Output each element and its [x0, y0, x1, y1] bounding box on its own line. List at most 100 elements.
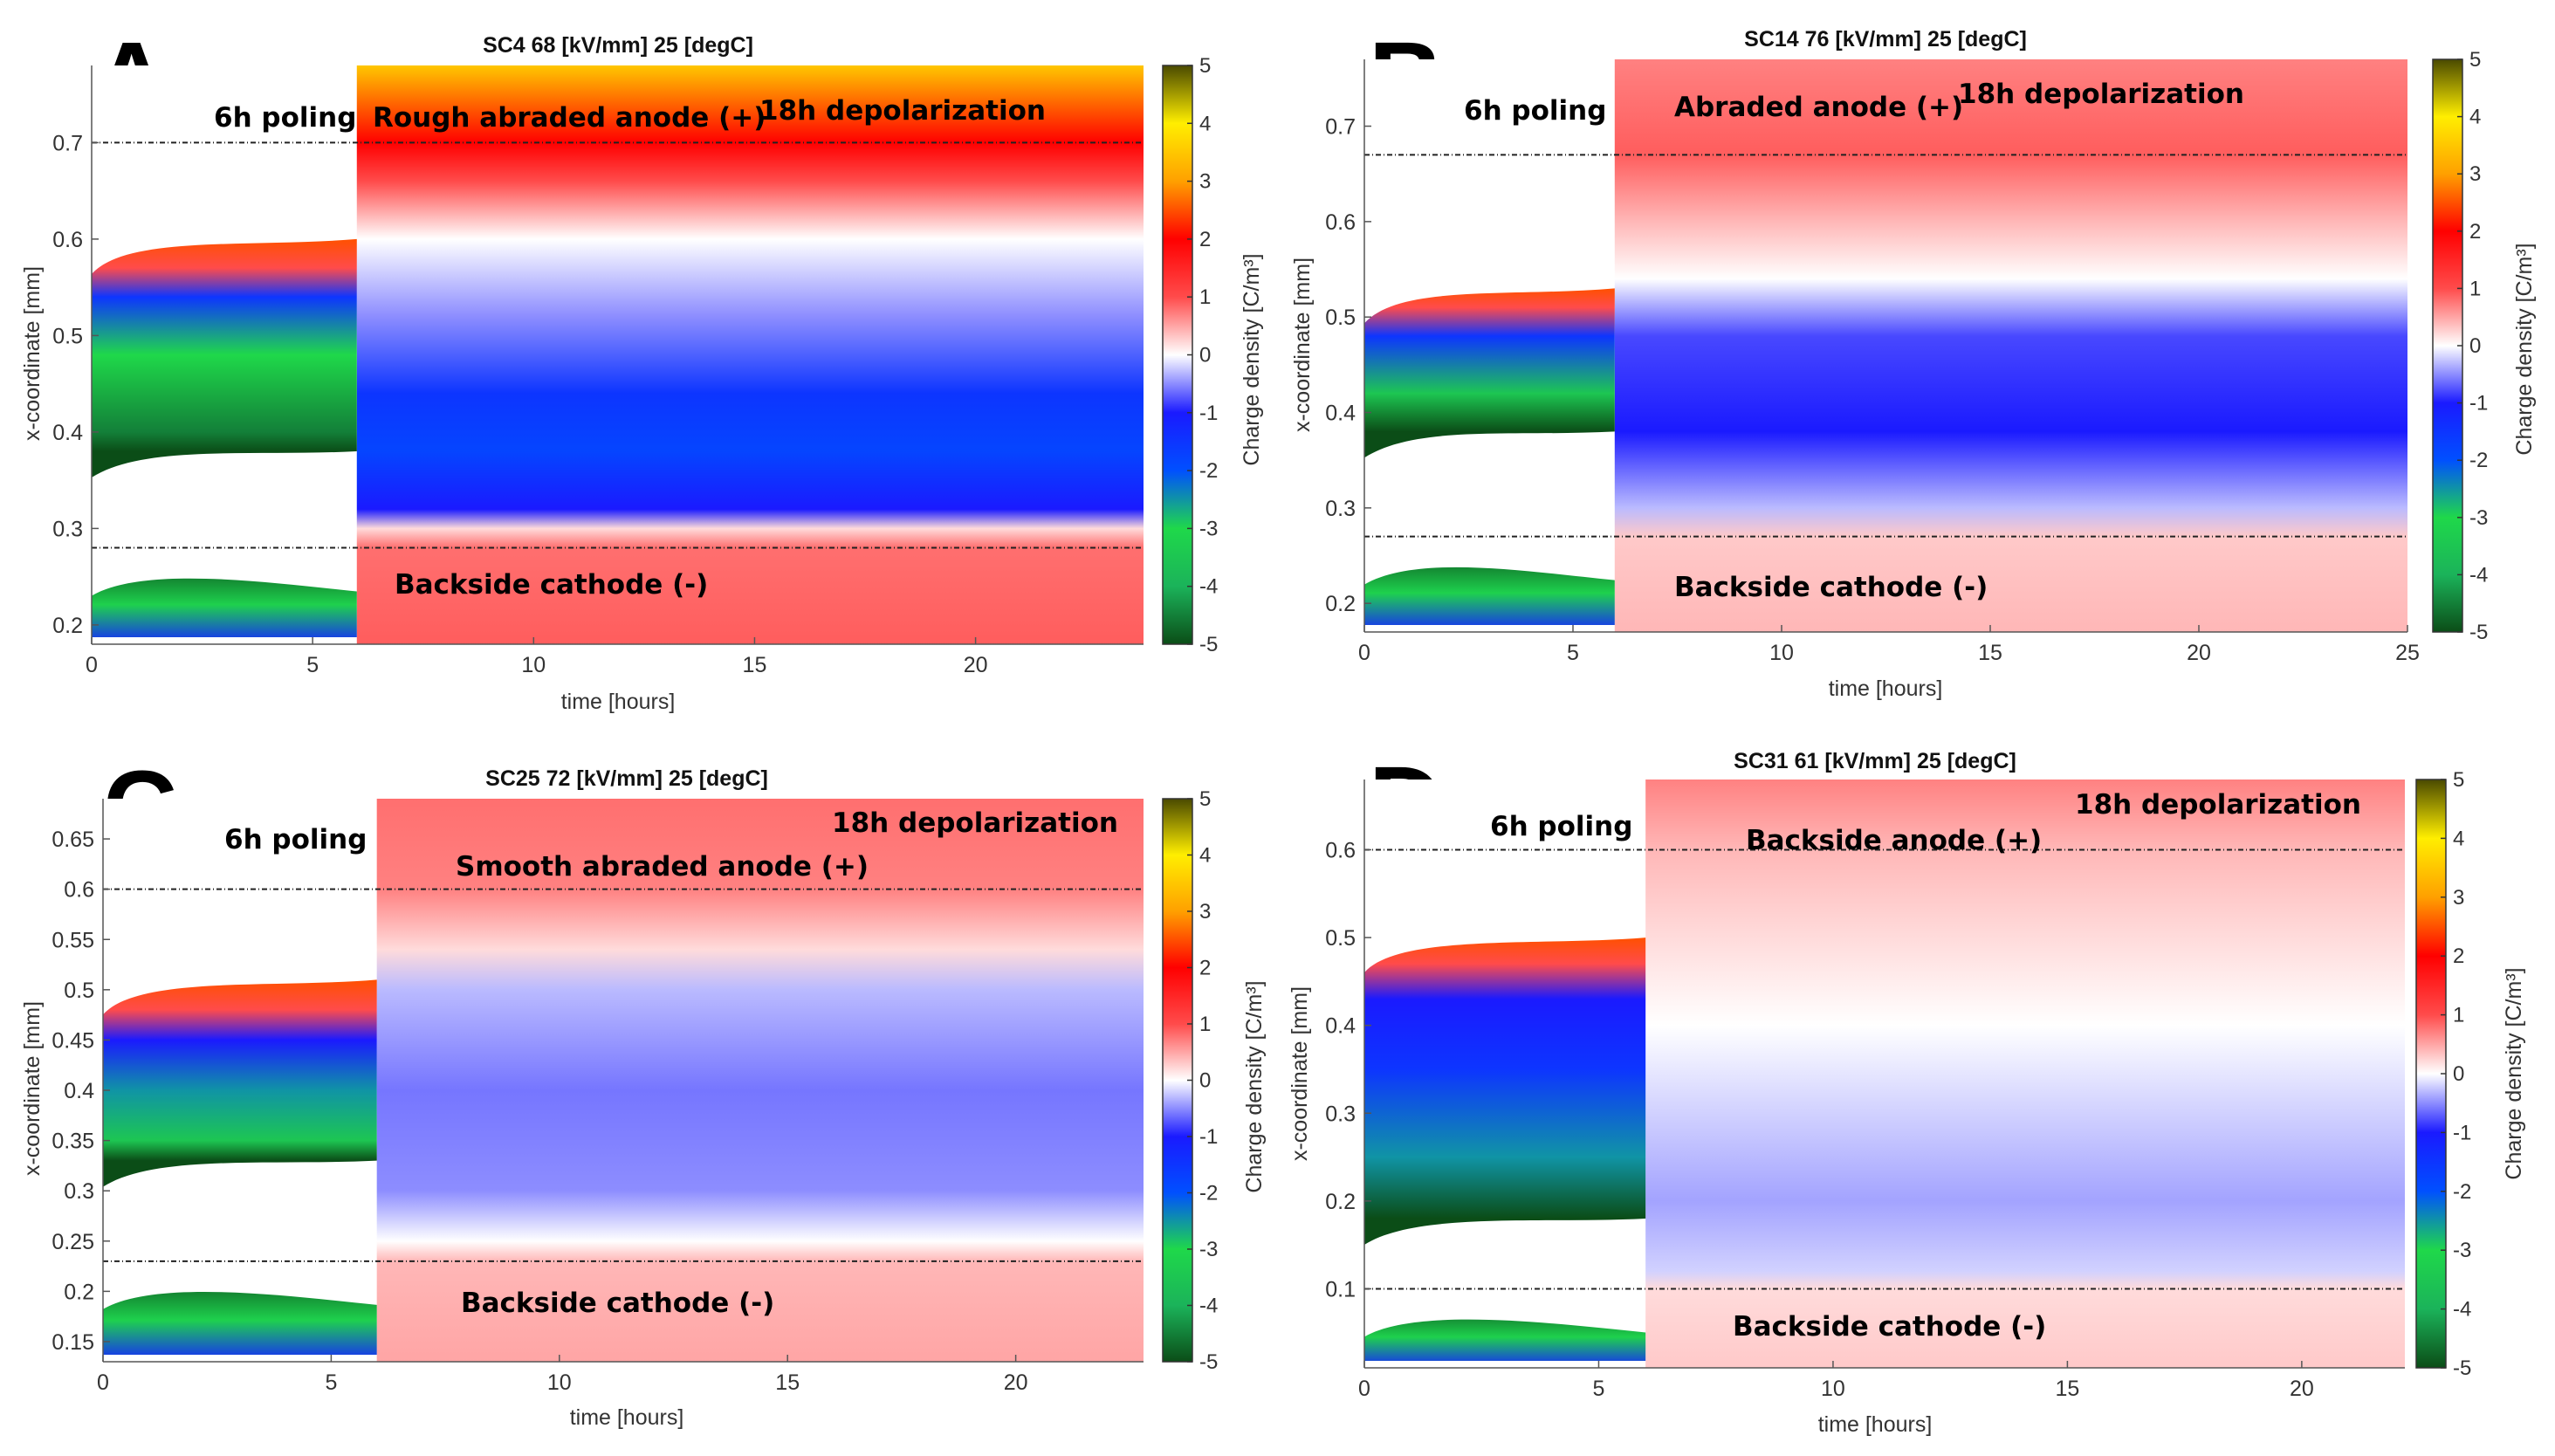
colorbar-tick-label: -3	[1199, 517, 1218, 540]
y-tick-label: 0.3	[52, 517, 83, 541]
cathode-charge-band	[92, 578, 357, 637]
x-tick-label: 20	[2187, 641, 2211, 665]
y-tick-label: 0.4	[64, 1079, 94, 1103]
x-tick-label: 10	[1769, 641, 1794, 665]
colorbar-tick-label: 0	[2469, 334, 2481, 358]
plot-area: 0 5 10 15 20 25 0.2 0.3 0.4 0.5 0.6 0.7	[1325, 59, 2420, 665]
panel-title: SC4 68 [kV/mm] 25 [degC]	[483, 33, 753, 58]
colorbar-tick-label: 0	[1199, 1069, 1211, 1093]
y-tick-label: 0.2	[64, 1280, 94, 1304]
colorbar-tick-label: 0	[2453, 1062, 2464, 1086]
depolarization-heatmap	[1645, 780, 2405, 1368]
colorbar-tick-label: 2	[1199, 228, 1211, 251]
colorbar-tick-label: 4	[1199, 112, 1211, 135]
colorbar-label: Charge density [C/m³]	[2502, 967, 2526, 1179]
panel-a: A SC4 68 [kV/mm] 25 [degC] 051015200.20.…	[20, 21, 1264, 714]
colorbar-label: Charge density [C/m³]	[2512, 243, 2537, 455]
colorbar-tick-label: 2	[1199, 957, 1211, 980]
y-tick-label: 0.3	[64, 1179, 94, 1204]
y-tick-label: 0.4	[1325, 402, 1356, 426]
colorbar-tick-label: 1	[2453, 1004, 2464, 1027]
x-axis-label: time [hours]	[1818, 1412, 1933, 1437]
colorbar-tick-label: -2	[1199, 1182, 1218, 1205]
y-tick-label: 0.6	[64, 878, 94, 903]
x-tick-label: 15	[1978, 641, 2002, 665]
poling-charge-band	[92, 238, 357, 477]
y-tick-label: 0.5	[1325, 926, 1356, 951]
colorbar: 5 4 3 2 1 0 -1 -2 -3 -4 -5	[2415, 768, 2471, 1380]
colorbar-tick-label: 5	[1199, 54, 1211, 78]
x-axis-label: time [hours]	[1829, 676, 1943, 701]
y-tick-label: 0.35	[52, 1130, 94, 1154]
colorbar-tick-label: 4	[1199, 844, 1211, 868]
x-tick-label: 10	[1821, 1377, 1845, 1401]
x-tick-label: 20	[964, 653, 988, 677]
colorbar-tick-label: 2	[2453, 944, 2464, 968]
colorbar-tick-label: 5	[2453, 768, 2464, 792]
x-axis-label: time [hours]	[570, 1405, 684, 1430]
colorbar: 5 4 3 2 1 0 -1 -2 -3 -4 -5	[2432, 48, 2488, 644]
colorbar-tick-label: -4	[1199, 1295, 1218, 1318]
y-tick-label: 0.45	[52, 1028, 94, 1053]
y-tick-label: 0.6	[1325, 210, 1356, 235]
x-tick-label: 5	[1593, 1377, 1605, 1401]
panel-title: SC25 72 [kV/mm] 25 [degC]	[485, 766, 768, 791]
colorbar-label: Charge density [C/m³]	[1242, 980, 1267, 1192]
y-tick-label: 0.5	[1325, 306, 1356, 330]
colorbar-tick-label: 3	[2453, 886, 2464, 910]
y-tick-label: 0.65	[52, 828, 94, 852]
y-tick-label: 0.4	[52, 421, 83, 445]
y-axis-label: x-coordinate [mm]	[1290, 258, 1315, 432]
poling-charge-band	[1364, 288, 1615, 458]
x-tick-label: 15	[743, 653, 767, 677]
colorbar-tick-label: -4	[1199, 575, 1218, 599]
y-tick-label: 0.5	[64, 979, 94, 1003]
x-tick-label: 15	[775, 1370, 800, 1395]
y-tick-label: 0.7	[52, 131, 83, 155]
depolarization-label: 18h depolarization	[2075, 789, 2361, 821]
colorbar-tick-label: 5	[1199, 787, 1211, 811]
colorbar-tick-label: -5	[1199, 1350, 1218, 1374]
y-tick-label: 0.4	[1325, 1014, 1356, 1039]
colorbar-tick-label: -3	[2469, 506, 2488, 530]
colorbar-tick-label: -5	[2469, 621, 2488, 644]
colorbar-tick-label: -3	[2453, 1239, 2471, 1262]
y-axis-label: x-coordinate [mm]	[20, 266, 45, 441]
cathode-charge-band	[103, 1292, 377, 1355]
colorbar-tick-label: -4	[2469, 563, 2488, 587]
y-tick-label: 0.6	[1325, 838, 1356, 862]
poling-label: 6h poling	[214, 102, 356, 134]
colorbar-tick-label: -2	[1199, 459, 1218, 483]
depolarization-label: 18h depolarization	[1958, 79, 2244, 110]
y-axis-label: x-coordinate [mm]	[20, 1001, 45, 1176]
x-tick-label: 5	[1567, 641, 1579, 665]
colorbar-tick-label: 1	[1199, 285, 1211, 309]
poling-charge-band	[103, 979, 377, 1187]
x-tick-label: 20	[2290, 1377, 2314, 1401]
colorbar-tick-label: -1	[2469, 392, 2488, 416]
anode-label: Abraded anode (+)	[1674, 92, 1963, 123]
colorbar: 5 4 3 2 1 0 -1 -2 -3 -4 -5	[1162, 54, 1218, 656]
poling-label: 6h poling	[1490, 811, 1632, 842]
colorbar-tick-label: 1	[2469, 277, 2481, 300]
x-tick-label: 25	[2395, 641, 2420, 665]
depolarization-heatmap	[376, 799, 1144, 1362]
colorbar-tick-label: -2	[2453, 1180, 2471, 1204]
y-tick-label: 0.3	[1325, 1102, 1356, 1126]
cathode-label: Backside cathode (-)	[1733, 1311, 2046, 1343]
x-tick-label: 10	[547, 1370, 572, 1395]
colorbar-tick-label: 1	[1199, 1013, 1211, 1036]
y-tick-label: 0.25	[52, 1230, 94, 1254]
plot-area: 0 5 10 15 20 0.15 0.2 0.25 0.3 0.35 0.4 0.45 0.5 0.55…	[52, 799, 1144, 1395]
cathode-charge-band	[1364, 567, 1615, 625]
y-tick-label: 0.2	[1325, 1190, 1356, 1214]
y-tick-label: 0.5	[52, 324, 83, 348]
colorbar-tick-label: -3	[1199, 1238, 1218, 1261]
colorbar-tick-label: -1	[1199, 402, 1218, 425]
anode-label: Backside anode (+)	[1746, 825, 2042, 856]
colorbar-tick-label: 3	[2469, 162, 2481, 186]
x-tick-label: 0	[97, 1370, 109, 1395]
y-tick-label: 0.2	[52, 614, 83, 638]
x-tick-label: 0	[1358, 1377, 1370, 1401]
